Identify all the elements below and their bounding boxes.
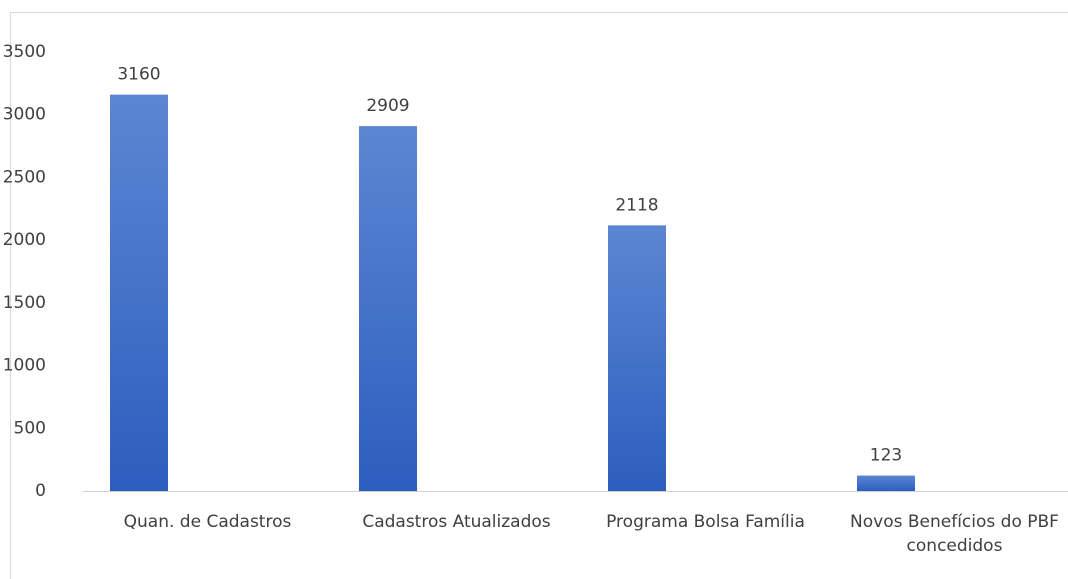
y-tick-label: 1500 bbox=[3, 293, 46, 313]
y-tick-label: 0 bbox=[35, 481, 46, 501]
bar bbox=[359, 126, 417, 491]
value-label: 2118 bbox=[615, 195, 658, 215]
value-label: 2909 bbox=[366, 96, 409, 116]
y-tick-label: 3000 bbox=[3, 105, 46, 125]
y-tick-label: 1000 bbox=[3, 356, 46, 376]
x-tick-label: Programa Bolsa Família bbox=[606, 512, 805, 532]
value-label: 123 bbox=[870, 446, 902, 466]
bar bbox=[857, 475, 915, 491]
x-tick-label: Cadastros Atualizados bbox=[362, 512, 551, 532]
bar bbox=[608, 225, 666, 491]
x-tick-label: Novos Benefícios do PBF concedidos bbox=[850, 512, 1059, 556]
x-tick-label: Quan. de Cadastros bbox=[123, 512, 292, 532]
bar bbox=[110, 94, 168, 491]
y-tick-label: 2000 bbox=[3, 230, 46, 250]
value-label: 3160 bbox=[117, 65, 160, 85]
y-tick-label: 3500 bbox=[3, 42, 46, 62]
y-tick-label: 2500 bbox=[3, 167, 46, 187]
y-tick-label: 500 bbox=[14, 418, 46, 438]
